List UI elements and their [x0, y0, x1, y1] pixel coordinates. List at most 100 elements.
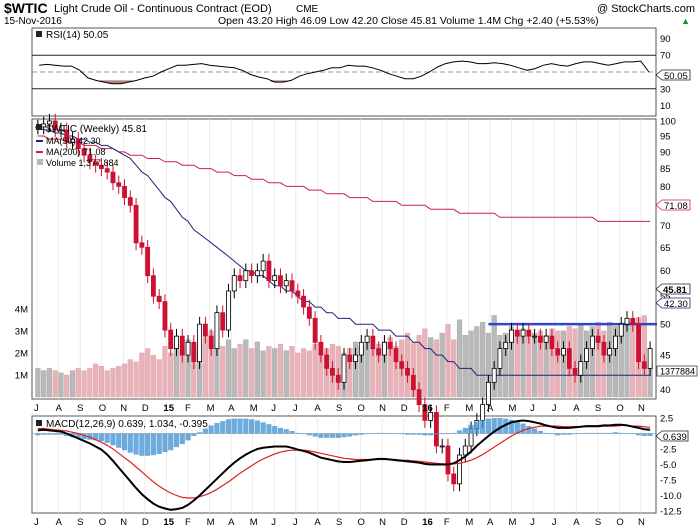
macd-histogram-bar	[445, 433, 451, 435]
macd-histogram-bar	[283, 429, 289, 434]
x-axis-label: J	[34, 403, 39, 414]
price-tick-label: 40	[660, 385, 671, 396]
macd-histogram-bar	[370, 433, 376, 434]
macd-histogram-bar	[116, 433, 122, 448]
price-tick-label: 50	[660, 320, 671, 331]
macd-histogram-bar	[58, 433, 64, 435]
candle-body	[312, 317, 318, 343]
candle-body	[197, 323, 203, 363]
ma200-value-tag: 71.08	[655, 199, 691, 212]
volume-tick-label: 2M	[15, 348, 28, 359]
volume-bar	[312, 343, 318, 398]
ma50-legend: MA(50) 42.30	[46, 136, 101, 146]
candle-body	[81, 148, 87, 156]
candle-body	[191, 341, 197, 363]
macd-legend: MACD(12,26,9) 0.639, 1.034, -0.395	[46, 419, 208, 430]
volume-bar	[474, 326, 480, 398]
volume-bar	[243, 339, 249, 398]
rsi-tick-label: 70	[660, 51, 671, 62]
rsi-value-label: 50.05	[664, 71, 688, 82]
candle-body	[202, 323, 208, 337]
candle-body	[87, 154, 93, 163]
price-tick-label: 45	[660, 351, 671, 362]
volume-bar	[69, 370, 76, 398]
candle-body	[353, 354, 358, 363]
x-axis-label-bottom: O	[99, 517, 106, 528]
x-axis-label: J	[271, 403, 276, 414]
x-axis-label: M	[250, 403, 258, 414]
candle-body	[116, 182, 122, 187]
volume-bar	[456, 319, 463, 398]
macd-histogram-bar	[214, 422, 220, 434]
x-axis-label: N	[120, 403, 127, 414]
macd-histogram-bar	[104, 433, 110, 443]
volume-bar	[595, 321, 601, 398]
x-axis-label-bottom: A	[573, 517, 580, 528]
macd-histogram-bar	[352, 433, 359, 436]
candle-body	[433, 412, 439, 447]
rsi-legend-swatch	[36, 31, 42, 37]
macd-tick-label: 2.5	[660, 414, 673, 425]
macd-histogram-bar	[549, 433, 555, 435]
candle-body	[358, 341, 364, 356]
macd-histogram-bar	[295, 432, 301, 434]
macd-histogram-bar	[399, 433, 405, 435]
macd-histogram-bar	[248, 419, 255, 434]
macd-histogram-bar	[300, 433, 307, 435]
macd-histogram-bar	[41, 433, 47, 435]
x-axis-label-bottom: S	[77, 517, 83, 528]
x-axis-label-bottom: A	[314, 517, 321, 528]
x-axis-label: A	[573, 403, 580, 414]
candle-body	[393, 348, 399, 363]
volume-tick-label: 1M	[15, 370, 28, 381]
volume-bar	[46, 368, 53, 398]
macd-histogram-bar	[491, 418, 497, 434]
macd-histogram-bar	[422, 433, 428, 436]
volume-bar	[41, 370, 47, 398]
candle-body	[306, 306, 312, 319]
price-tick-label: 80	[660, 182, 671, 193]
macd-histogram-bar	[393, 433, 399, 435]
macd-histogram-bar	[583, 432, 590, 434]
x-axis-label: M	[207, 403, 215, 414]
candle-body	[341, 354, 347, 383]
macd-histogram-bar	[266, 424, 272, 434]
macd-histogram-bar	[607, 432, 613, 434]
candle-body	[162, 301, 168, 331]
volume-bar	[150, 354, 156, 398]
macd-histogram-bar	[306, 433, 312, 436]
macd-histogram-bar	[179, 433, 185, 445]
candle-body	[283, 280, 289, 287]
candle-body	[595, 335, 601, 343]
macd-histogram-bar	[231, 418, 237, 434]
volume-value-label: 1377884	[660, 367, 695, 377]
x-axis-label-bottom: A	[56, 517, 63, 528]
macd-histogram-bar	[168, 433, 174, 451]
x-axis-label: A	[487, 403, 494, 414]
candle-body	[266, 260, 272, 282]
candle-body	[509, 329, 514, 343]
volume-bar	[480, 321, 486, 398]
candle-body	[485, 381, 491, 406]
x-axis-label-bottom: N	[638, 517, 645, 528]
volume-tick-label: 4M	[15, 304, 28, 315]
macd-histogram-bar	[289, 431, 295, 434]
candle-body	[555, 348, 561, 356]
volume-value-tag: 1377884	[656, 365, 698, 377]
candle-body	[428, 412, 434, 421]
x-axis-label: A	[228, 403, 235, 414]
volume-bar	[549, 328, 555, 398]
macd-histogram-bar	[428, 433, 434, 436]
macd-histogram-bar	[93, 433, 99, 441]
x-axis-label: O	[616, 403, 623, 414]
volume-bar	[202, 337, 208, 398]
x-axis-label: O	[99, 403, 106, 414]
volume-bar	[52, 370, 58, 398]
x-axis-label: O	[358, 403, 365, 414]
candle-body	[220, 312, 226, 331]
macd-tick-label: -10.0	[660, 491, 682, 502]
candle-body	[543, 335, 549, 343]
candle-body	[578, 361, 584, 376]
x-axis-label-bottom: J	[530, 517, 535, 528]
x-axis-label-bottom: F	[444, 517, 450, 528]
